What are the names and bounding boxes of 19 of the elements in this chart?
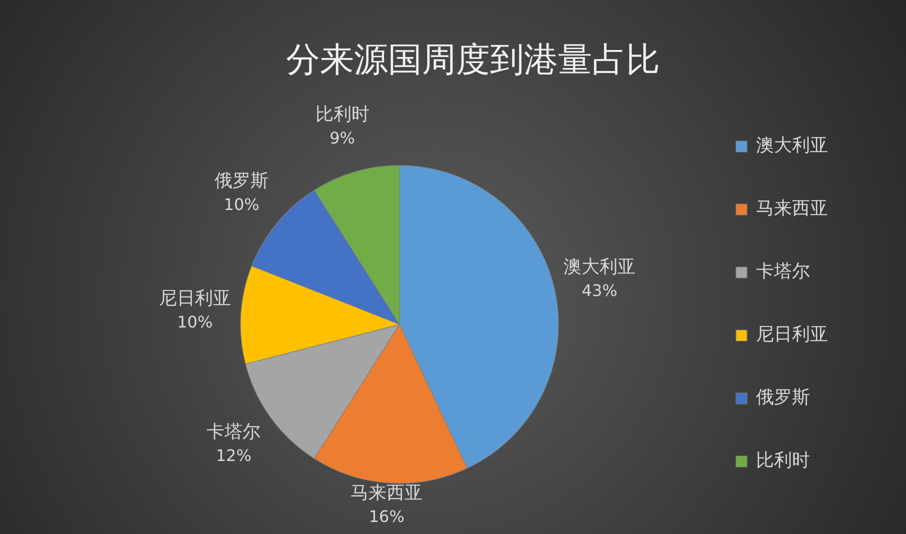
slice-label: 尼日利亚 <box>158 288 231 310</box>
legend-label: 俄罗斯 <box>756 387 810 408</box>
data-label: 10% <box>177 312 213 332</box>
slice-label: 比利时 <box>315 104 370 126</box>
legend-label: 卡塔尔 <box>756 261 810 282</box>
slice-label: 卡塔尔 <box>206 422 261 443</box>
data-label: 12% <box>216 446 252 466</box>
chart-title: 分来源国周度到港量占比 <box>286 40 660 80</box>
slice-label: 马来西亚 <box>350 482 423 504</box>
data-label: 9% <box>330 128 355 148</box>
data-label: 16% <box>368 507 404 526</box>
slice-label: 澳大利亚 <box>564 256 636 278</box>
legend-label: 尼日利亚 <box>756 324 828 346</box>
legend-label: 比利时 <box>756 450 810 472</box>
legend-label: 澳大利亚 <box>756 135 828 156</box>
legend-label: 马来西亚 <box>756 198 828 220</box>
slice-label: 俄罗斯 <box>214 170 269 192</box>
data-label: 43% <box>582 280 618 300</box>
data-label: 10% <box>224 194 260 214</box>
